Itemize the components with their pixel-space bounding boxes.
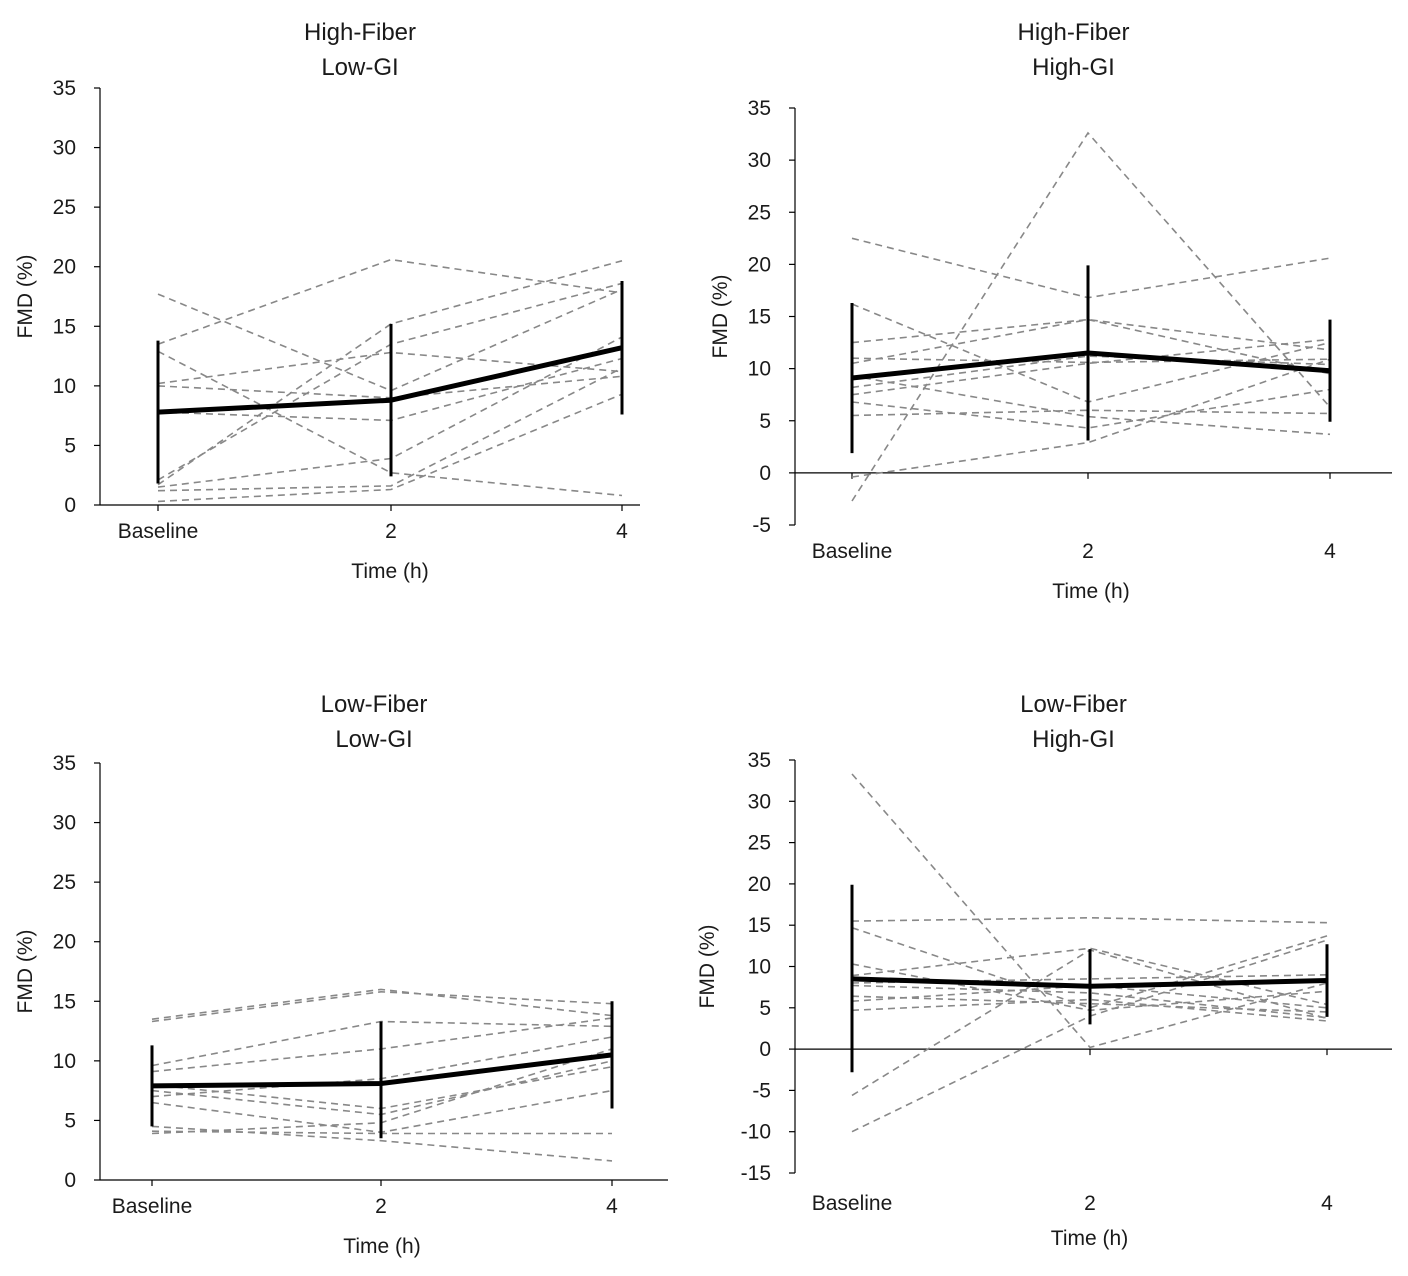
x-tick-label: 2 [375,1195,387,1218]
y-tick-label: 35 [53,752,76,775]
x-axis-title: Time (h) [1052,580,1129,603]
y-tick-label: 15 [748,306,771,329]
chart-title-line: Low-GI [321,54,398,81]
x-tick-label: Baseline [812,540,893,563]
subject-line [157,393,623,503]
subject-line [151,1020,613,1067]
y-tick-label: 0 [64,1169,76,1192]
x-tick-label: Baseline [812,1192,893,1215]
subject-line [851,974,1328,984]
y-tick-label: 30 [53,812,76,835]
subject-line [157,350,623,497]
chart-title-line: Low-GI [335,726,412,753]
subject-line [851,355,1331,389]
y-axis-title: FMD (%) [14,255,37,339]
mean-line [151,1052,613,1089]
subject-line [851,916,1328,924]
x-tick-label: Baseline [112,1195,193,1218]
y-tick-label: 35 [748,97,771,120]
chart-title-line: High-Fiber [1017,19,1129,46]
x-tick-label: 2 [385,520,397,543]
subject-line [851,131,1331,502]
y-tick-label: 30 [748,149,771,172]
y-tick-label: 25 [53,196,76,219]
x-tick-label: 4 [1324,540,1336,563]
y-tick-label: 30 [748,790,771,813]
chart-title-line: Low-Fiber [1020,691,1127,718]
y-tick-label: 25 [748,201,771,224]
chart-title-line: Low-Fiber [321,691,428,718]
y-tick-label: 5 [759,997,771,1020]
y-tick-label: 20 [53,256,76,279]
y-tick-label: -5 [752,1079,771,1102]
x-axis-title: Time (h) [351,560,428,583]
subject-line [851,773,1328,1049]
subject-line [851,984,1328,1009]
y-tick-label: 15 [53,990,76,1013]
mean-line [851,976,1328,989]
subject-line [851,388,1331,429]
chart-title-line: High-GI [1032,54,1115,81]
subject-line [851,409,1331,417]
y-tick-label: 10 [53,375,76,398]
subject-line [851,357,1331,364]
x-axis-title: Time (h) [343,1235,420,1258]
chart-panel-4: Low-Fiber High-GI -15 -10 -5 0 5 10 15 20 25 30 35 Ba… [696,691,1392,1250]
y-tick-label: 35 [748,749,771,772]
subject-line [151,990,613,1023]
y-tick-label: 30 [53,137,76,160]
chart-title-line: High-GI [1032,726,1115,753]
y-tick-label: 0 [759,462,771,485]
y-axis-title: FMD (%) [14,930,37,1014]
y-tick-label: 20 [53,931,76,954]
y-tick-label: 20 [748,253,771,276]
mean-line [851,350,1331,381]
subject-line [851,947,1328,1006]
x-tick-label: 2 [1084,1192,1096,1215]
chart-panel-1: High-Fiber Low-GI 0 5 10 15 20 25 30 35 Baseline 2 4… [14,19,640,583]
y-tick-label: 0 [64,494,76,517]
y-tick-label: 25 [748,832,771,855]
x-tick-label: 2 [1082,540,1094,563]
y-tick-label: -5 [752,514,771,537]
y-tick-label: 5 [64,434,76,457]
y-tick-label: -15 [741,1162,771,1185]
x-tick-label: 4 [616,520,628,543]
y-tick-label: 35 [53,77,76,100]
y-tick-label: -10 [741,1121,771,1144]
x-tick-label: Baseline [118,520,199,543]
chart-panel-2: High-Fiber High-GI -5 0 5 10 15 20 25 30 35 Baselin… [709,19,1392,603]
y-tick-label: 15 [748,914,771,937]
y-tick-label: 5 [64,1109,76,1132]
subject-line [151,988,613,1020]
subject-line [157,367,623,492]
x-tick-label: 4 [606,1195,618,1218]
y-tick-label: 0 [759,1038,771,1061]
y-tick-label: 10 [748,956,771,979]
subject-line [851,338,1331,396]
x-tick-label: 4 [1321,1192,1333,1215]
y-tick-label: 20 [748,873,771,896]
subject-line [851,995,1328,1013]
x-axis-title: Time (h) [1051,1227,1128,1250]
y-axis-title: FMD (%) [696,925,719,1009]
subject-line [851,237,1331,299]
subject-line [851,318,1331,351]
subject-line [851,375,1331,436]
y-tick-label: 10 [53,1050,76,1073]
y-tick-label: 10 [748,358,771,381]
chart-panel-3: Low-Fiber Low-GI 0 5 10 15 20 25 30 35 Baseline 2 4 T… [14,691,668,1258]
subject-line [851,358,1331,478]
y-tick-label: 25 [53,871,76,894]
y-axis-title: FMD (%) [709,275,732,359]
subject-line [151,1125,613,1162]
y-tick-label: 5 [759,410,771,433]
y-tick-label: 15 [53,315,76,338]
chart-title-line: High-Fiber [304,19,416,46]
mean-line [157,345,623,415]
subject-line [851,998,1328,1022]
